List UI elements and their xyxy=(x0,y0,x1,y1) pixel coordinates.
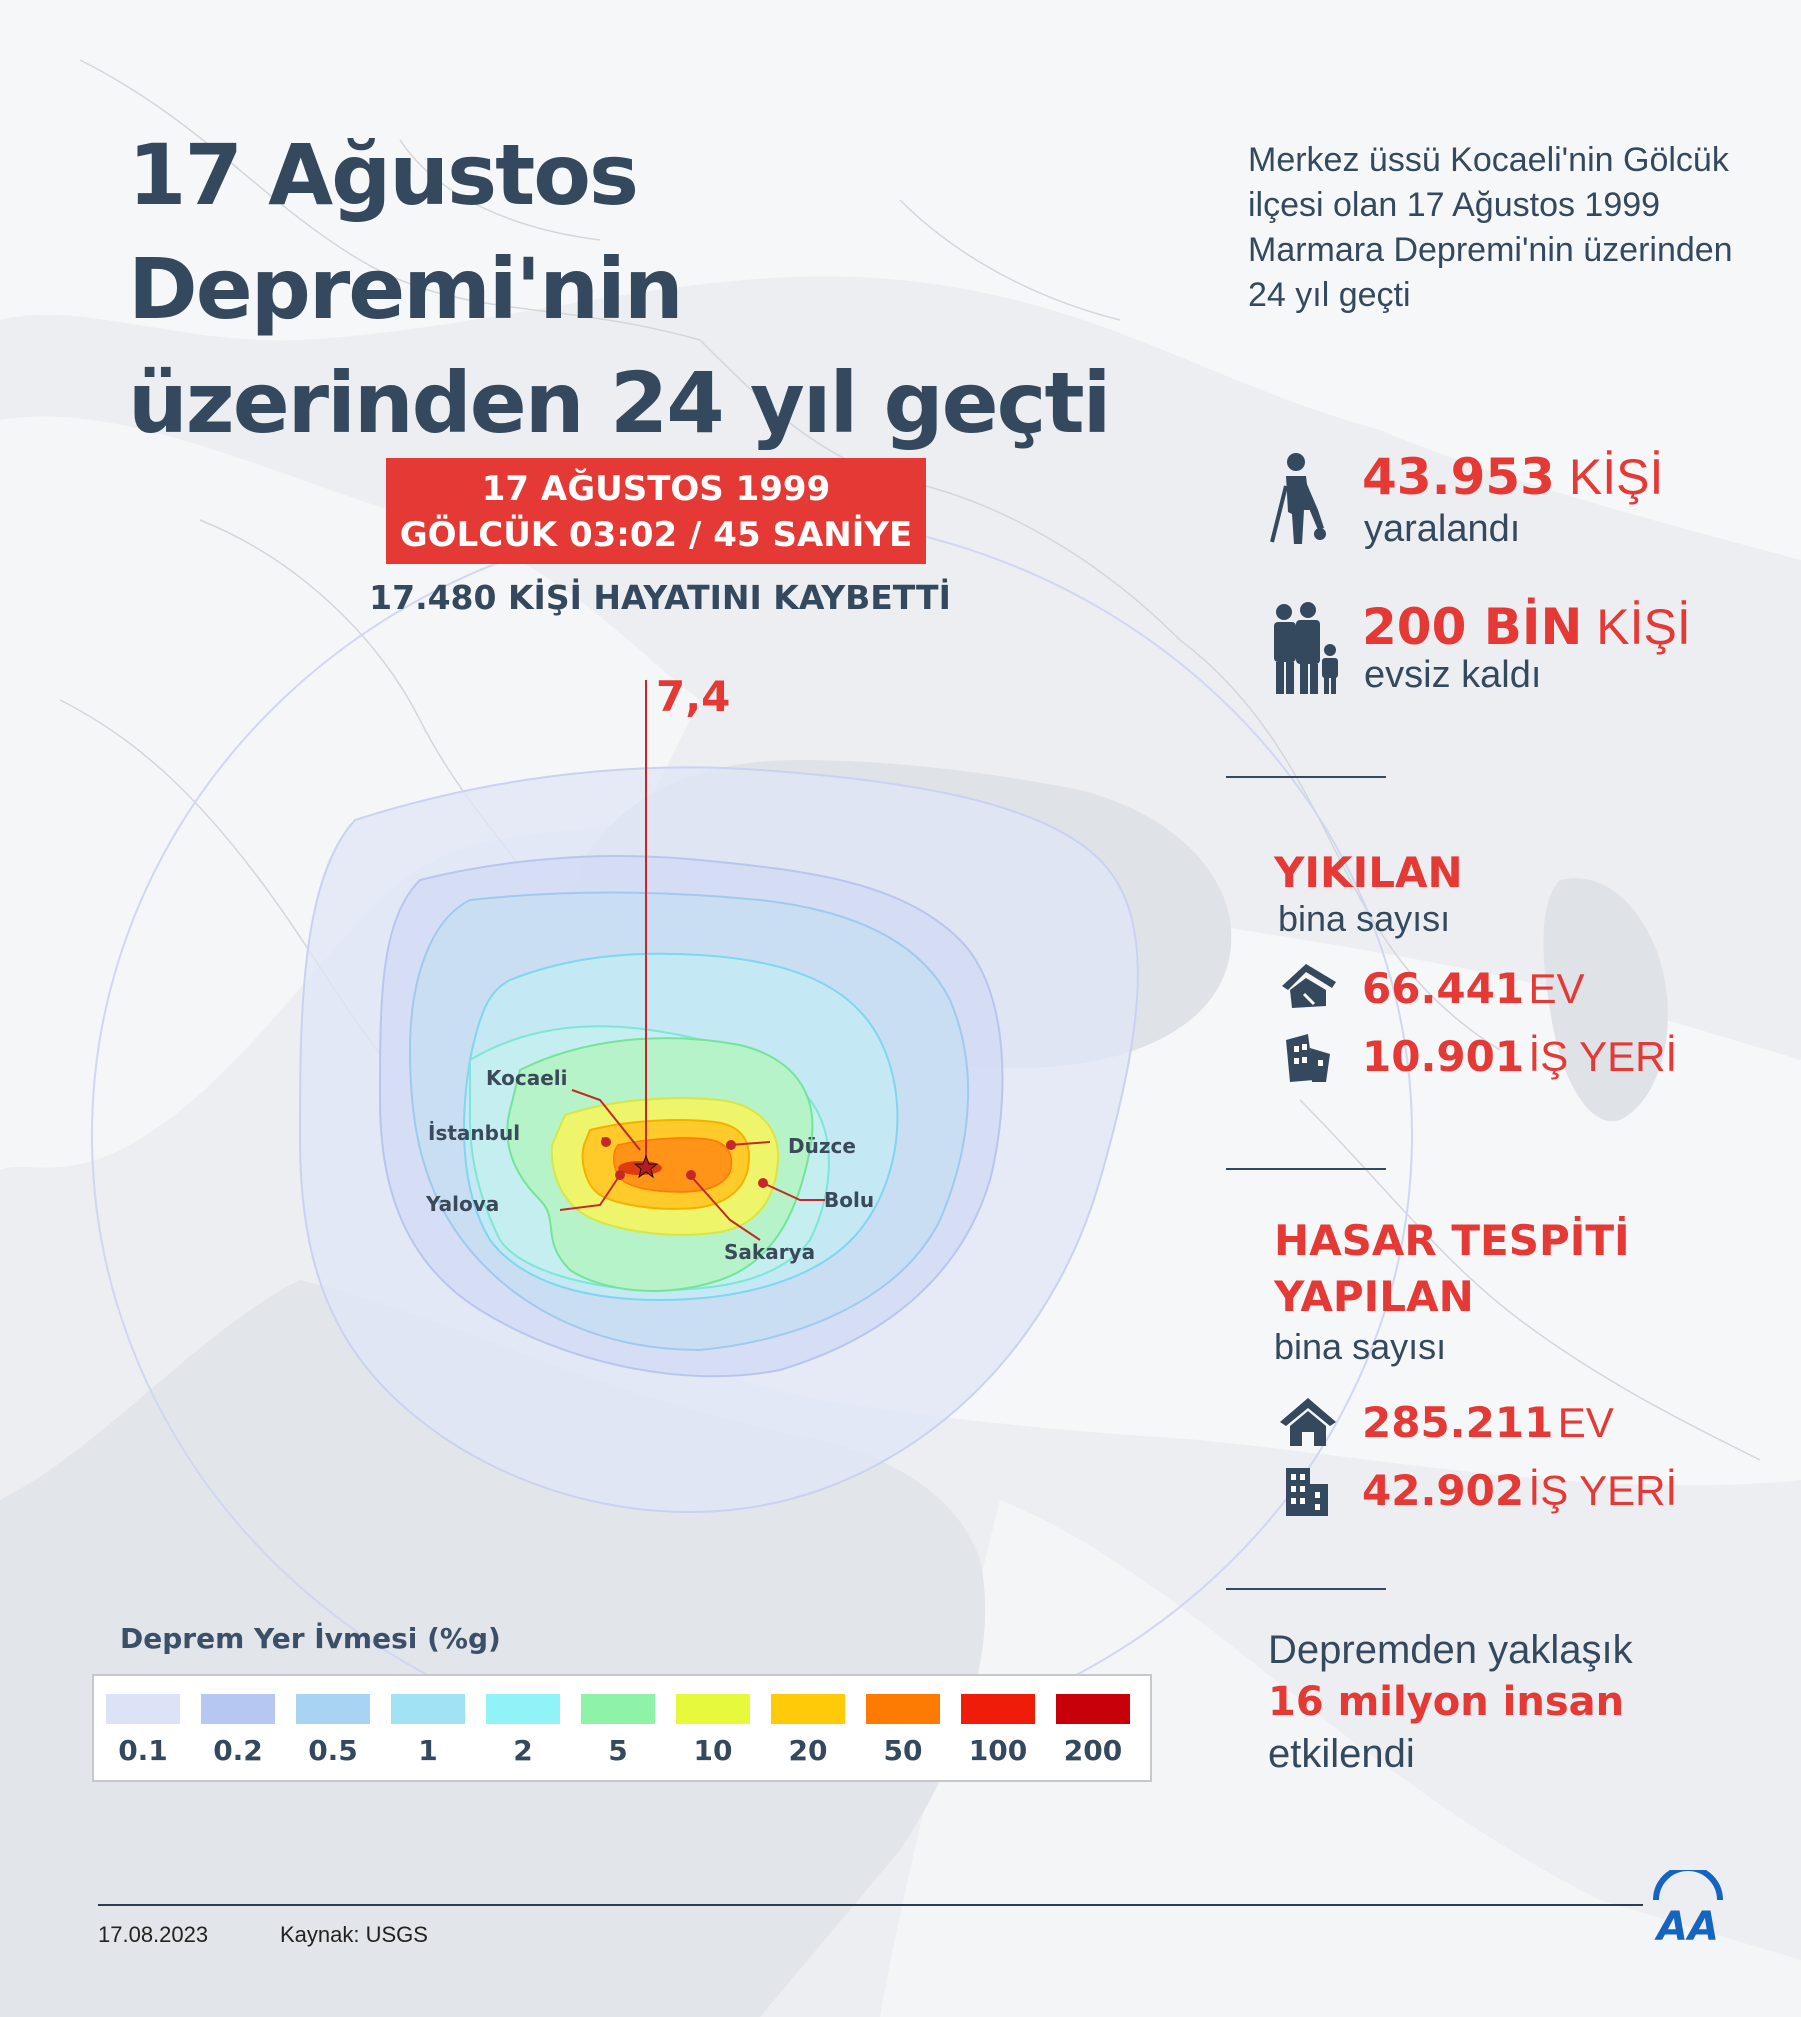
destroyed-homes-number: 66.441 xyxy=(1362,964,1525,1013)
damaged-homes-number: 285.211 xyxy=(1362,1398,1554,1447)
injured-label: yaralandı xyxy=(1364,508,1521,550)
city-label-sakarya: Sakarya xyxy=(724,1240,816,1264)
family-icon xyxy=(1274,602,1338,694)
homeless-number: 200 BİN xyxy=(1362,598,1583,656)
destroyed-work-row: 10.901 İŞ YERİ xyxy=(1362,1032,1677,1081)
city-label-kocaeli: Kocaeli xyxy=(486,1066,568,1090)
footer-divider xyxy=(98,1904,1643,1906)
legend-swatch xyxy=(1056,1694,1130,1724)
event-date: 17 AĞUSTOS 1999 xyxy=(481,469,831,509)
affected-post: etkilendi xyxy=(1268,1732,1415,1776)
legend-swatch xyxy=(201,1694,275,1724)
collapsed-building-icon xyxy=(1286,1034,1330,1082)
affected-highlight: 16 milyon insan xyxy=(1268,1679,1625,1725)
legend-label: 200 xyxy=(1063,1734,1123,1767)
damaged-work-row: 42.902 İŞ YERİ xyxy=(1362,1466,1677,1515)
destroyed-work-number: 10.901 xyxy=(1362,1032,1525,1081)
legend-label: 1 xyxy=(418,1734,438,1767)
city-label-istanbul: İstanbul xyxy=(428,1121,521,1145)
legend-swatch xyxy=(391,1694,465,1724)
legend-label: 100 xyxy=(968,1734,1028,1767)
legend-swatch xyxy=(296,1694,370,1724)
building-icon xyxy=(1286,1468,1328,1516)
magnitude-value: 7,4 xyxy=(656,672,731,721)
divider xyxy=(1226,1168,1386,1170)
legend-swatch xyxy=(866,1694,940,1724)
homeless-unit: KİŞİ xyxy=(1596,599,1691,655)
legend-label: 20 xyxy=(788,1734,828,1767)
injured-number: 43.953 xyxy=(1362,448,1555,506)
damaged-work-unit: İŞ YERİ xyxy=(1528,1467,1678,1514)
legend-label: 50 xyxy=(883,1734,923,1767)
affected-pre: Depremden yaklaşık xyxy=(1268,1628,1633,1672)
legend-label: 10 xyxy=(693,1734,733,1767)
legend-swatch xyxy=(961,1694,1035,1724)
legend: 0.1 0.2 0.5 1 2 5 10 20 50 100 200 xyxy=(92,1674,1152,1782)
destroyed-work-unit: İŞ YERİ xyxy=(1528,1033,1678,1080)
homeless-label: evsiz kaldı xyxy=(1364,654,1542,696)
deaths-text: 17.480 KİŞİ HAYATINI KAYBETTİ xyxy=(369,578,951,617)
legend-swatch xyxy=(771,1694,845,1724)
city-label-duzce: Düzce xyxy=(788,1134,856,1158)
aa-logo-text: AA xyxy=(1654,1904,1719,1946)
damaged-homes-unit: EV xyxy=(1557,1399,1614,1446)
damaged-work-number: 42.902 xyxy=(1362,1466,1525,1515)
legend-label: 2 xyxy=(513,1734,533,1767)
destroyed-heading: YIKILAN xyxy=(1274,848,1463,897)
page-title: 17 Ağustos Depremi'nin üzerinden 24 yıl … xyxy=(128,118,1178,460)
legend-swatch xyxy=(106,1694,180,1724)
injured-stat: 43.953 KİŞİ xyxy=(1362,448,1663,506)
collapsed-house-icon xyxy=(1282,964,1336,1008)
destroyed-homes-row: 66.441 EV xyxy=(1362,964,1585,1013)
legend-label: 0.2 xyxy=(213,1734,263,1767)
subtitle: Merkez üssü Kocaeli'nin Gölcük ilçesi ol… xyxy=(1248,141,1733,314)
event-time: GÖLCÜK 03:02 / 45 SANİYE xyxy=(399,515,913,555)
footer-date: 17.08.2023 xyxy=(98,1922,209,1947)
title-line-2: üzerinden 24 yıl geçti xyxy=(128,354,1111,452)
legend-label: 0.1 xyxy=(118,1734,168,1767)
house-icon xyxy=(1280,1398,1336,1446)
damaged-heading-1: HASAR TESPİTİ xyxy=(1274,1216,1630,1265)
legend-swatch xyxy=(676,1694,750,1724)
damaged-homes-row: 285.211 EV xyxy=(1362,1398,1614,1447)
legend-label: 0.5 xyxy=(308,1734,358,1767)
legend-swatch xyxy=(581,1694,655,1724)
damaged-sub: bina sayısı xyxy=(1274,1326,1447,1367)
homeless-stat: 200 BİN KİŞİ xyxy=(1362,598,1691,656)
injured-person-icon xyxy=(1270,453,1326,544)
event-date-box: 17 AĞUSTOS 1999 GÖLCÜK 03:02 / 45 SANİYE xyxy=(386,458,926,564)
injured-unit: KİŞİ xyxy=(1568,449,1664,505)
destroyed-homes-unit: EV xyxy=(1528,965,1585,1012)
city-label-bolu: Bolu xyxy=(824,1188,875,1212)
destroyed-sub: bina sayısı xyxy=(1278,898,1451,939)
aa-logo-icon: AA xyxy=(1653,1870,1723,1946)
title-line-1: 17 Ağustos Depremi'nin xyxy=(128,126,684,338)
legend-label: 5 xyxy=(608,1734,628,1767)
affected-text: Depremden yaklaşık 16 milyon insan etkil… xyxy=(1268,1624,1748,1780)
legend-title: Deprem Yer İvmesi (%g) xyxy=(120,1622,501,1655)
legend-swatch xyxy=(486,1694,560,1724)
footer-source: Kaynak: USGS xyxy=(280,1922,428,1947)
epicenter-star-icon xyxy=(633,1154,659,1179)
damaged-heading-2: YAPILAN xyxy=(1274,1272,1474,1321)
city-label-yalova: Yalova xyxy=(426,1192,500,1216)
divider xyxy=(1226,776,1386,778)
divider xyxy=(1226,1588,1386,1590)
